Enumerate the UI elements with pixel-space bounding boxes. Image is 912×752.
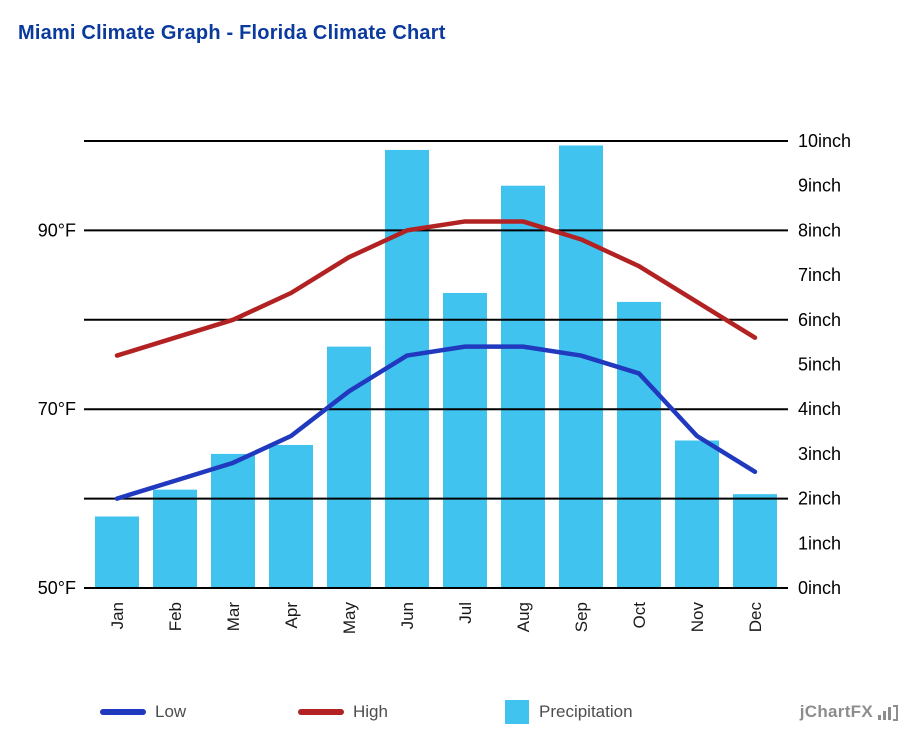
- month-label: Dec: [746, 602, 765, 633]
- month-label: Jul: [456, 602, 475, 624]
- month-label: Mar: [224, 602, 243, 632]
- right-axis-tick-label: 1inch: [798, 533, 841, 553]
- left-axis-tick-label: 90°F: [38, 220, 76, 240]
- low-series-swatch: [100, 709, 146, 715]
- precipitation-bar: [269, 444, 313, 588]
- month-label: Oct: [630, 602, 649, 629]
- month-label: Jun: [398, 602, 417, 629]
- precipitation-bar: [385, 149, 429, 588]
- legend-item-low: Low: [100, 699, 186, 725]
- chart-title: Miami Climate Graph - Florida Climate Ch…: [18, 22, 446, 44]
- precipitation-bar: [733, 494, 777, 588]
- low-temperature-line: [114, 344, 758, 501]
- right-axis-tick-label: 2inch: [798, 489, 841, 509]
- precipitation-bar: [675, 440, 719, 588]
- precipitation-bar: [501, 185, 545, 588]
- high-temperature-line: [114, 219, 758, 358]
- precipitation-bar: [617, 301, 661, 588]
- precipitation-bar: [443, 292, 487, 588]
- month-label: Feb: [166, 602, 185, 631]
- precipitation-series-swatch: [505, 700, 529, 724]
- right-axis-tick-label: 4inch: [798, 399, 841, 419]
- left-axis-tick-label: 70°F: [38, 399, 76, 419]
- legend-label-low: Low: [155, 702, 187, 721]
- legend-item-high: High: [298, 699, 388, 725]
- jchartfx-logo-text: jChartFX: [799, 702, 873, 721]
- right-axis-tick-label: 8inch: [798, 220, 841, 240]
- right-axis-tick-label: 7inch: [798, 265, 841, 285]
- precipitation-bar: [327, 346, 371, 588]
- right-axis-tick-label: 9inch: [798, 176, 841, 196]
- legend-item-precipitation: Precipitation: [505, 699, 633, 725]
- left-axis-tick-label: 50°F: [38, 578, 76, 598]
- legend-label-high: High: [353, 702, 388, 721]
- month-label: Jan: [108, 602, 127, 629]
- precipitation-bar: [559, 145, 603, 588]
- high-series-swatch: [298, 709, 344, 715]
- right-axis-tick-label: 5inch: [798, 355, 841, 375]
- right-axis-tick-label: 0inch: [798, 578, 841, 598]
- month-label: Nov: [688, 602, 707, 633]
- right-axis-tick-label: 10inch: [798, 131, 851, 151]
- month-label: Sep: [572, 602, 591, 632]
- month-label: Apr: [282, 602, 301, 629]
- right-axis-tick-label: 3inch: [798, 444, 841, 464]
- legend-label-precipitation: Precipitation: [539, 702, 633, 721]
- month-label: Aug: [514, 602, 533, 632]
- jchartfx-logo-icon: [878, 704, 898, 721]
- jchartfx-logo: jChartFX: [800, 702, 898, 722]
- precipitation-bar: [153, 489, 197, 588]
- precipitation-bar: [95, 516, 139, 588]
- precipitation-bar: [211, 453, 255, 588]
- right-axis-tick-label: 6inch: [798, 310, 841, 330]
- month-label: May: [340, 602, 359, 635]
